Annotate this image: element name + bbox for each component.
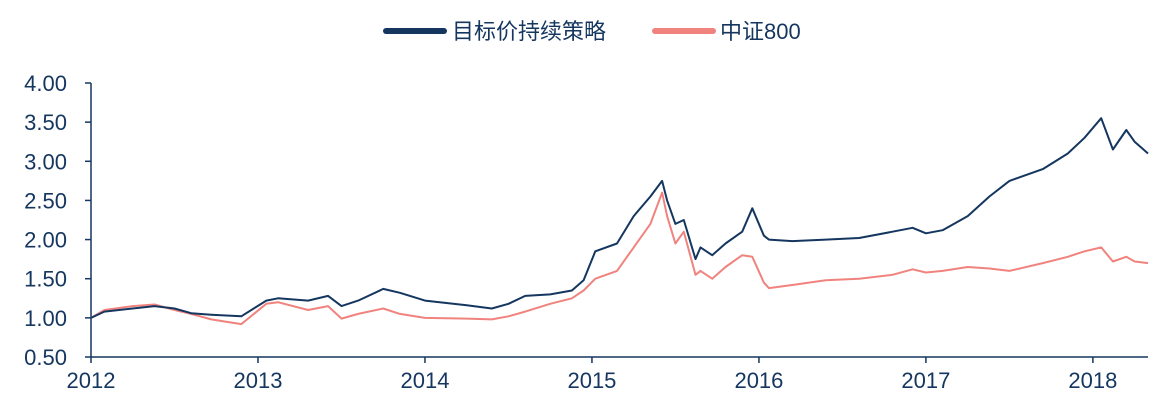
y-tick-label: 3.50 [24, 110, 67, 135]
x-tick-label: 2017 [901, 368, 950, 393]
y-tick-label: 3.00 [24, 149, 67, 174]
series-line-csi800 [90, 191, 1149, 326]
x-tick-label: 2018 [1068, 368, 1117, 393]
x-tick-label: 2016 [734, 368, 783, 393]
series-layer [90, 117, 1149, 326]
y-tick-label: 2.00 [24, 228, 67, 253]
y-tick-label: 1.00 [24, 306, 67, 331]
series-line-strategy [90, 117, 1149, 319]
legend-label-strategy: 目标价持续策略 [452, 19, 606, 44]
x-axis-ticks: 2012 2013 2014 2015 2016 2017 2018 [67, 357, 1117, 393]
legend-label-csi800: 中证800 [720, 19, 801, 44]
x-tick-label: 2012 [67, 368, 116, 393]
x-tick-label: 2013 [234, 368, 283, 393]
y-tick-label: 0.50 [24, 345, 67, 370]
y-tick-label: 1.50 [24, 267, 67, 292]
legend: 目标价持续策略 中证800 [383, 19, 801, 44]
y-tick-label: 2.50 [24, 188, 67, 213]
x-tick-label: 2014 [400, 368, 449, 393]
x-tick-label: 2015 [567, 368, 616, 393]
y-tick-label: 4.00 [24, 71, 67, 96]
axes [90, 83, 1148, 358]
y-axis-ticks: 0.50 1.00 1.50 2.00 2.50 3.00 3.50 4.00 [24, 71, 91, 370]
